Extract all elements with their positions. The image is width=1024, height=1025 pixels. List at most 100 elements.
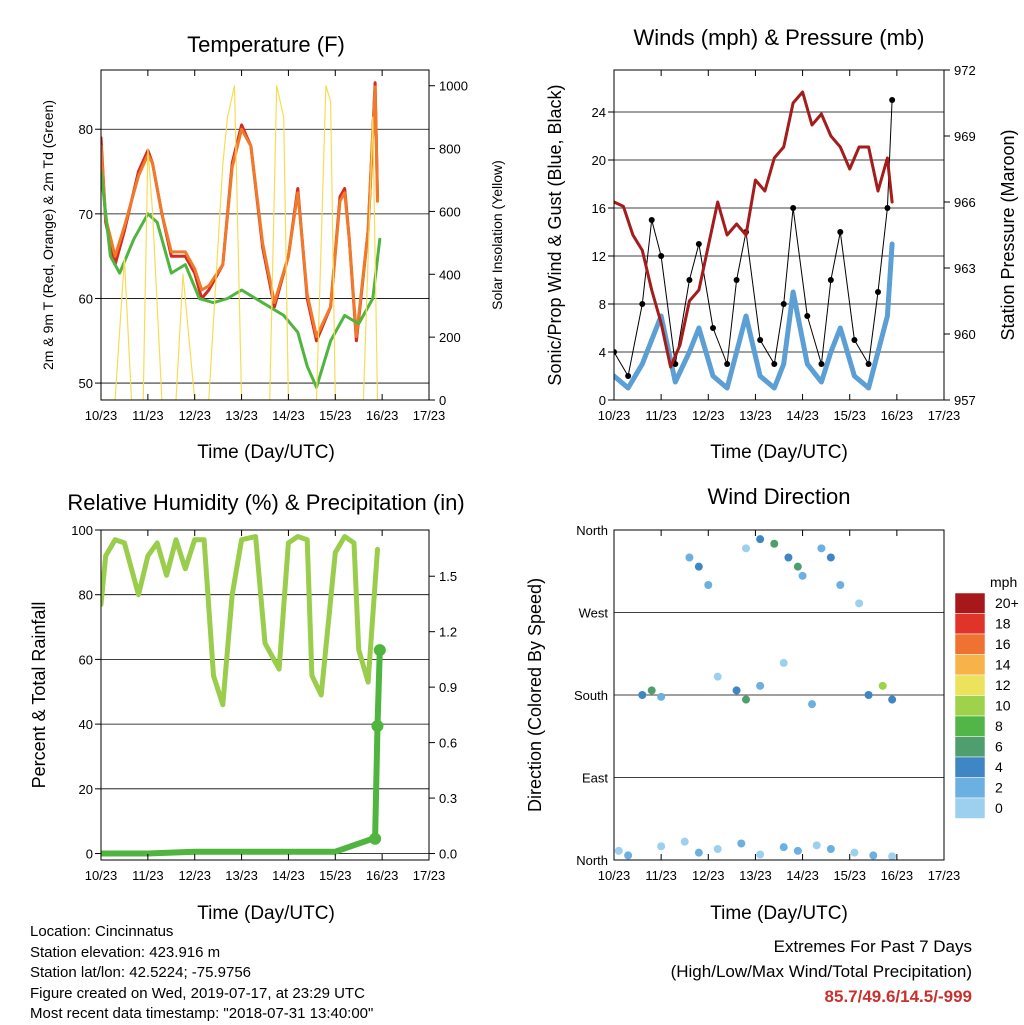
legend-label: 10 [995, 698, 1011, 714]
extremes-values: 85.7/49.6/14.5/-999 [824, 987, 972, 1006]
gust-point [648, 217, 655, 223]
legend-swatch [954, 695, 986, 717]
direction-point [742, 695, 750, 704]
temperature-plot-frame [100, 69, 430, 401]
direction-point [713, 845, 722, 853]
y-tick-label: 80 [79, 588, 93, 603]
winds-xlabel: Time (Day/UTC) [710, 442, 848, 463]
gust-point [757, 337, 764, 343]
direction-point [784, 553, 793, 562]
extremes-box: Extremes For Past 7 Days (High/Low/Max W… [671, 934, 972, 1009]
y2-tick-label: 1.5 [439, 569, 457, 584]
direction-title: Wind Direction [707, 484, 850, 509]
y-tick-label: 24 [592, 105, 606, 120]
gust-point [827, 277, 834, 283]
pressure-line [614, 90, 894, 369]
station-latlon: Station lat/lon: 42.5224; -75.9756 [30, 964, 252, 981]
direction-point [817, 544, 826, 553]
station-elevation: Station elevation: 423.916 m [30, 943, 221, 961]
y2-tick-label: 957 [954, 393, 976, 408]
direction-point [685, 553, 694, 562]
x-tick-label: 12/23 [178, 408, 211, 423]
humidity-panel: Relative Humidity (%) & Precipitation (i… [29, 490, 465, 924]
humidity-line [101, 534, 380, 708]
humidity-ticks: 10/23 11/23 12/23 13/23 14/23 15/23 16/23 17/23… [71, 523, 457, 883]
legend-label: 16 [995, 636, 1011, 652]
direction-point [855, 599, 864, 608]
winds-ylabel-left: Sonic/Prop Wind & Gust (Blue, Black) [545, 84, 565, 385]
gust-point [818, 361, 825, 367]
legend-swatch [954, 674, 986, 696]
x-tick-label: 15/23 [833, 868, 866, 883]
direction-point [770, 539, 779, 548]
legend-swatch [954, 777, 986, 799]
y2-tick-label: 972 [954, 63, 976, 78]
y2-tick-label: 969 [954, 129, 976, 144]
gust-point [884, 205, 891, 211]
y-tick-label: 80 [79, 122, 93, 137]
humidity-series [101, 534, 386, 857]
y-tick-label: 60 [79, 652, 93, 667]
x-tick-label: 14/23 [786, 408, 819, 423]
direction-point [657, 842, 666, 851]
direction-legend-title: mph [990, 574, 1017, 590]
legend-label: 6 [995, 739, 1003, 755]
y2-tick-label: 966 [954, 195, 976, 210]
y-tick-label: 40 [79, 717, 93, 732]
x-tick-label: 11/23 [132, 408, 164, 423]
legend-label: 14 [995, 657, 1011, 673]
gust-point [733, 277, 740, 283]
direction-point [826, 845, 835, 853]
direction-point [864, 691, 873, 699]
y-tick-label: North [576, 523, 608, 538]
y2-tick-label: 0.9 [439, 680, 457, 695]
direction-point [808, 700, 816, 709]
y-tick-label: 8 [599, 297, 606, 312]
y-tick-label: 16 [592, 201, 606, 216]
insolation-line [101, 85, 379, 400]
gust-point [865, 361, 872, 367]
x-tick-label: 16/23 [881, 408, 914, 423]
x-tick-label: 12/23 [692, 408, 725, 423]
gust-point [790, 205, 797, 211]
temperature-xlabel: Time (Day/UTC) [197, 442, 335, 463]
rainfall-point [371, 719, 384, 732]
y-tick-label: 0 [599, 393, 606, 408]
x-tick-label: 17/23 [928, 408, 961, 423]
y-tick-label: 12 [592, 249, 606, 264]
direction-point [694, 562, 703, 571]
gust-point [804, 313, 811, 319]
figure-created: Figure created on Wed, 2019-07-17, at 23… [30, 984, 365, 1002]
x-tick-label: 11/23 [132, 868, 164, 883]
gust-point [851, 337, 858, 343]
x-tick-label: 10/23 [598, 408, 631, 423]
direction-point [826, 553, 835, 562]
temperature-panel: Temperature (F) 10/23 11/23 12/23 13/23 14/2… [40, 32, 505, 463]
x-tick-label: 14/23 [272, 868, 305, 883]
direction-point [756, 681, 765, 690]
y-tick-label: East [582, 771, 608, 786]
direction-plot-frame [613, 529, 945, 861]
recent-timestamp: Most recent data timestamp: "2018-07-31 … [30, 1005, 374, 1022]
gust-point [710, 325, 716, 331]
legend-label: 4 [995, 759, 1003, 775]
temperature-ylabel-right: Solar Insolation (Yellow) [489, 160, 505, 310]
x-tick-label: 10/23 [85, 868, 118, 883]
gust-point [639, 301, 646, 307]
gust-point [614, 349, 617, 355]
gust-point [889, 97, 896, 103]
gust-point [695, 241, 702, 247]
gust-point [780, 301, 787, 307]
x-tick-label: 15/23 [833, 408, 866, 423]
y2-tick-label: 200 [439, 330, 461, 345]
direction-point [756, 850, 765, 859]
station-info: Location: Cincinnatus Station elevation:… [30, 922, 373, 1025]
direction-point [624, 851, 633, 860]
legend-swatch [954, 654, 986, 676]
direction-point [647, 686, 656, 695]
temperature-ticks: 10/23 11/23 12/23 13/23 14/23 15/23 16/23 17/23… [79, 70, 468, 423]
y2-tick-label: 0.0 [439, 847, 457, 862]
y-tick-label: 100 [71, 523, 93, 538]
x-tick-label: 10/23 [85, 408, 118, 423]
